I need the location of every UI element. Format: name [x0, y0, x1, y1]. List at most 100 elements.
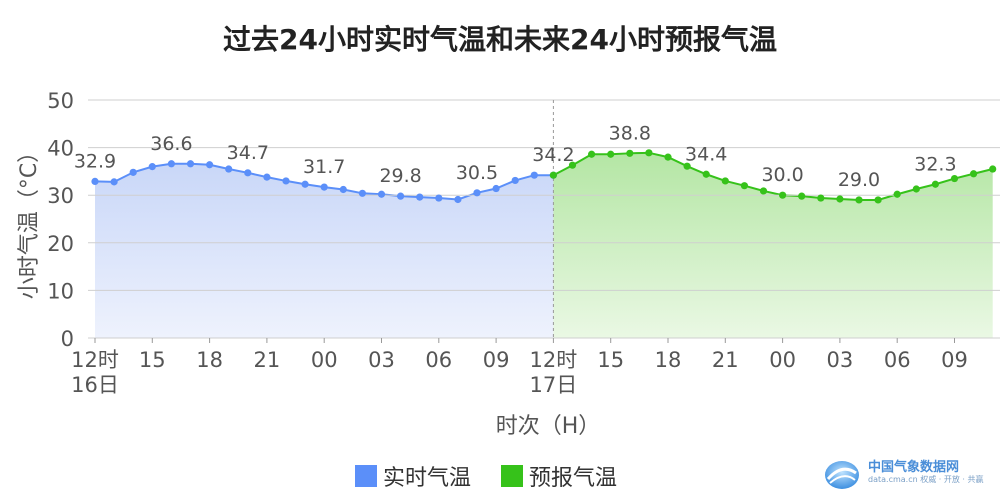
- data-point: [511, 176, 519, 185]
- cma-logo-icon: [825, 461, 859, 489]
- x-tick-label: 03: [827, 348, 854, 372]
- data-point: [874, 196, 882, 204]
- data-point: [129, 168, 137, 176]
- legend-item-forecast[interactable]: 预报气温: [501, 460, 617, 492]
- x-tick-sublabel: 16日: [71, 373, 119, 397]
- data-point: [817, 194, 825, 202]
- data-point: [836, 195, 844, 203]
- data-point: [740, 182, 749, 190]
- data-point: [282, 177, 290, 185]
- data-point: [397, 192, 405, 200]
- brand-subtitle: data.cma.cn 权威 · 开放 · 共赢: [868, 474, 984, 484]
- data-label: 29.0: [838, 169, 880, 191]
- data-point: [989, 165, 997, 173]
- data-point: [568, 161, 577, 169]
- data-point: [110, 178, 118, 186]
- legend-item-observed[interactable]: 实时气温: [355, 460, 471, 492]
- data-point: [607, 150, 615, 158]
- data-point: [435, 194, 443, 202]
- data-point: [626, 149, 634, 157]
- data-point: [244, 169, 252, 177]
- data-label: 34.4: [685, 143, 727, 165]
- data-point: [91, 177, 99, 185]
- data-point: [206, 161, 214, 169]
- data-point: [167, 160, 175, 168]
- data-point: [893, 190, 901, 198]
- data-label: 30.0: [761, 164, 803, 186]
- data-label: 31.7: [303, 156, 345, 178]
- data-label: 38.8: [609, 122, 651, 144]
- data-point: [530, 171, 538, 179]
- y-tick-label: 0: [61, 327, 74, 351]
- x-tick-label: 21: [712, 348, 739, 372]
- y-tick-label: 30: [47, 184, 74, 208]
- brand-name: 中国气象数据网: [868, 460, 960, 476]
- x-tick-label: 21: [254, 348, 281, 372]
- data-point: [339, 185, 347, 194]
- y-axis-title: 小时气温（°C）: [17, 141, 42, 299]
- data-point: [416, 193, 424, 201]
- x-tick-label: 15: [139, 348, 166, 372]
- x-tick-label: 06: [425, 348, 452, 372]
- data-point: [492, 184, 500, 193]
- chart-legend: 实时气温 预报气温: [355, 460, 647, 492]
- data-point: [912, 185, 920, 193]
- y-tick-label: 50: [47, 89, 74, 113]
- data-point: [186, 160, 195, 168]
- x-tick-label: 15: [597, 348, 624, 372]
- data-label: 32.9: [74, 150, 116, 172]
- x-tick-label: 09: [941, 348, 968, 372]
- x-tick-label: 18: [196, 348, 223, 372]
- y-tick-label: 20: [47, 232, 74, 256]
- data-point: [664, 153, 672, 161]
- data-point: [454, 195, 462, 204]
- x-tick-label: 18: [655, 348, 682, 372]
- data-point: [588, 150, 596, 158]
- data-point: [931, 180, 940, 188]
- data-point: [645, 149, 653, 157]
- data-point: [301, 180, 309, 188]
- x-tick-label: 00: [769, 348, 796, 372]
- data-label: 32.3: [914, 153, 956, 175]
- data-point: [263, 173, 271, 181]
- legend-label-forecast: 预报气温: [529, 466, 618, 491]
- data-point: [225, 165, 233, 173]
- legend-swatch-forecast: [501, 465, 524, 487]
- data-point: [779, 191, 787, 199]
- data-label: 36.6: [150, 133, 192, 155]
- data-label: 34.2: [532, 144, 574, 166]
- series-area-observed: [95, 163, 554, 338]
- data-label: 29.8: [379, 165, 421, 187]
- x-tick-label: 00: [311, 348, 338, 372]
- data-label: 34.7: [227, 142, 269, 164]
- chart-title: 过去24小时实时气温和未来24小时预报气温: [223, 23, 777, 56]
- data-label: 30.5: [456, 162, 498, 184]
- x-tick-sublabel: 17日: [530, 373, 578, 397]
- x-tick-label: 12时: [71, 348, 119, 372]
- data-point: [798, 192, 806, 200]
- data-point: [473, 189, 481, 197]
- brand-logo-block: 中国气象数据网 data.cma.cn 权威 · 开放 · 共赢: [822, 455, 983, 491]
- data-point: [702, 170, 710, 178]
- data-point: [377, 190, 386, 198]
- data-point: [358, 189, 366, 197]
- legend-swatch-observed: [355, 465, 377, 487]
- y-tick-label: 40: [47, 137, 74, 161]
- data-point: [683, 162, 691, 170]
- data-point: [950, 174, 959, 183]
- y-tick-label: 10: [47, 279, 74, 303]
- data-point: [320, 183, 328, 191]
- data-point: [759, 187, 768, 195]
- data-point: [549, 171, 558, 179]
- data-point: [721, 177, 729, 185]
- data-point: [855, 196, 863, 204]
- legend-label-observed: 实时气温: [383, 466, 472, 491]
- data-point: [970, 170, 978, 178]
- x-tick-label: 03: [368, 348, 395, 372]
- x-tick-label: 12时: [530, 348, 578, 372]
- data-point: [148, 163, 156, 171]
- x-tick-label: 09: [483, 348, 510, 372]
- x-axis-title: 时次（H）: [496, 414, 601, 439]
